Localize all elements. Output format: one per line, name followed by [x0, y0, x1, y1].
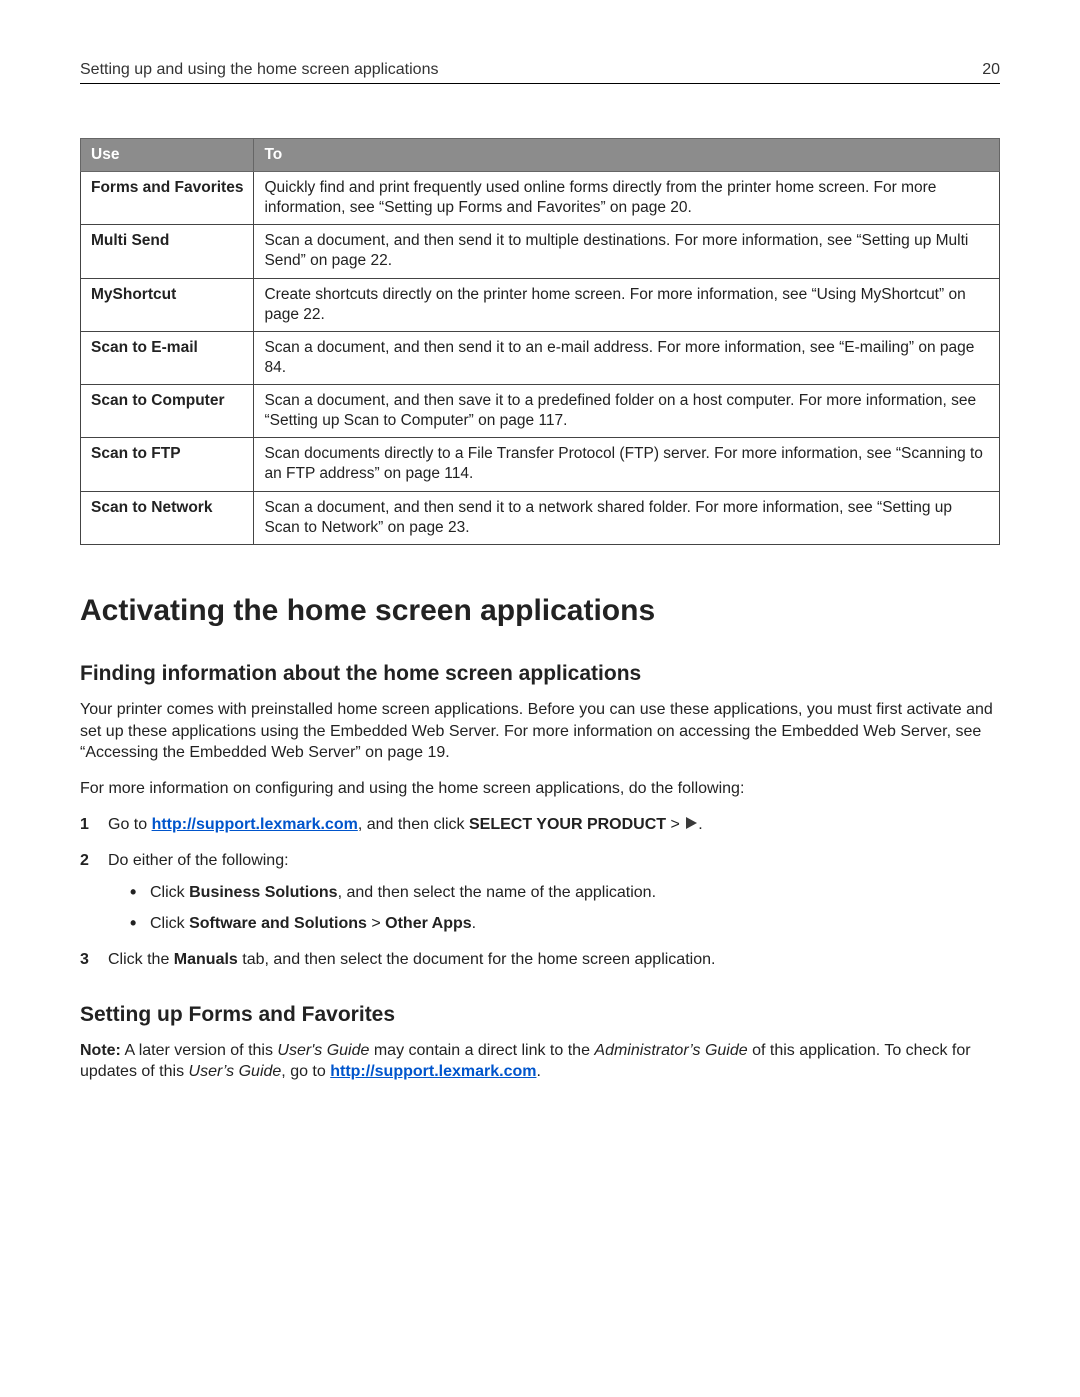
cell-to: Scan a document, and then save it to a p…	[254, 385, 1000, 438]
cell-to: Scan a document, and then send it to mul…	[254, 225, 1000, 278]
table-row: Scan to FTPScan documents directly to a …	[81, 438, 1000, 491]
cell-use: Scan to E-mail	[81, 331, 254, 384]
table-row: Scan to E-mailScan a document, and then …	[81, 331, 1000, 384]
subsection-forms: Setting up Forms and Favorites	[80, 1001, 1000, 1028]
intro-paragraph: Your printer comes with preinstalled hom…	[80, 699, 1000, 764]
cell-use: Scan to Network	[81, 491, 254, 544]
step-3: Click the Manuals tab, and then select t…	[80, 949, 1000, 971]
support-link[interactable]: http://support.lexmark.com	[152, 816, 358, 833]
col-header-use: Use	[81, 138, 254, 171]
header-page-number: 20	[982, 60, 1000, 81]
step-2: Do either of the following: Click Busine…	[80, 850, 1000, 935]
table-row: Scan to ComputerScan a document, and the…	[81, 385, 1000, 438]
bullet-business-solutions: Click Business Solutions, and then selec…	[130, 882, 1000, 904]
bullet-software-solutions: Click Software and Solutions > Other App…	[130, 913, 1000, 935]
cell-use: Forms and Favorites	[81, 171, 254, 224]
features-tbody: Forms and FavoritesQuickly find and prin…	[81, 171, 1000, 544]
section-heading: Activating the home screen applications	[80, 591, 1000, 630]
table-row: Scan to NetworkScan a document, and then…	[81, 491, 1000, 544]
cell-use: Scan to Computer	[81, 385, 254, 438]
cell-to: Create shortcuts directly on the printer…	[254, 278, 1000, 331]
step-2-bullets: Click Business Solutions, and then selec…	[108, 882, 1000, 935]
cell-to: Scan a document, and then send it to a n…	[254, 491, 1000, 544]
cell-use: MyShortcut	[81, 278, 254, 331]
subsection-finding: Finding information about the home scree…	[80, 660, 1000, 687]
page-header: Setting up and using the home screen app…	[80, 60, 1000, 84]
cell-to: Scan a document, and then send it to an …	[254, 331, 1000, 384]
support-link-2[interactable]: http://support.lexmark.com	[330, 1063, 536, 1080]
play-icon	[684, 815, 698, 837]
step-1: Go to http://support.lexmark.com, and th…	[80, 814, 1000, 837]
table-row: Forms and FavoritesQuickly find and prin…	[81, 171, 1000, 224]
cell-to: Scan documents directly to a File Transf…	[254, 438, 1000, 491]
note-paragraph: Note: A later version of this User's Gui…	[80, 1040, 1000, 1083]
table-row: MyShortcutCreate shortcuts directly on t…	[81, 278, 1000, 331]
header-title: Setting up and using the home screen app…	[80, 60, 438, 81]
cell-use: Multi Send	[81, 225, 254, 278]
features-table: Use To Forms and FavoritesQuickly find a…	[80, 138, 1000, 545]
cell-to: Quickly find and print frequently used o…	[254, 171, 1000, 224]
col-header-to: To	[254, 138, 1000, 171]
cell-use: Scan to FTP	[81, 438, 254, 491]
steps-list: Go to http://support.lexmark.com, and th…	[80, 814, 1000, 971]
table-row: Multi SendScan a document, and then send…	[81, 225, 1000, 278]
more-info-paragraph: For more information on configuring and …	[80, 778, 1000, 800]
